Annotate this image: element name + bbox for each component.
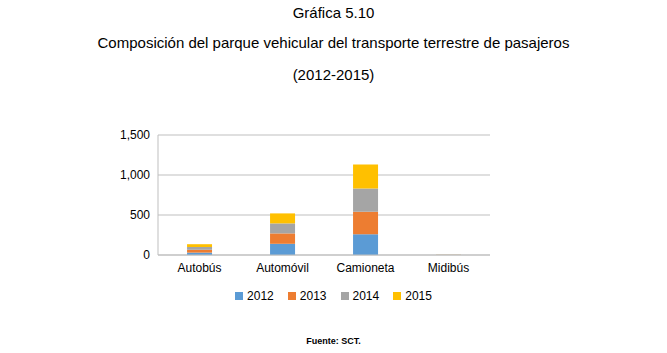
- svg-text:Midibús: Midibús: [428, 261, 469, 275]
- svg-text:0: 0: [143, 248, 150, 262]
- svg-text:500: 500: [130, 208, 150, 222]
- html-text:Composición del parque vehicul: Composición del parque vehicular del tra…: [97, 34, 570, 51]
- html-text:2015: 2015: [405, 289, 432, 303]
- svg-text:Autobús: Autobús: [177, 261, 221, 275]
- html-text:2013: 2013: [299, 289, 327, 303]
- svg-text:Camioneta: Camioneta: [336, 261, 394, 275]
- html-text:Fuente: SCT.: Fuente: SCT.: [306, 336, 361, 346]
- html-text:(2012-2015): (2012-2015): [292, 66, 375, 83]
- svg-text:1,000: 1,000: [120, 168, 150, 182]
- html-text:2014: 2014: [352, 289, 380, 303]
- html-text:Gráfica 5.10: Gráfica 5.10: [292, 4, 375, 21]
- svg-text:Automóvil: Automóvil: [256, 261, 309, 275]
- html-text:2012: 2012: [247, 289, 274, 303]
- svg-text:1,500: 1,500: [120, 128, 150, 142]
